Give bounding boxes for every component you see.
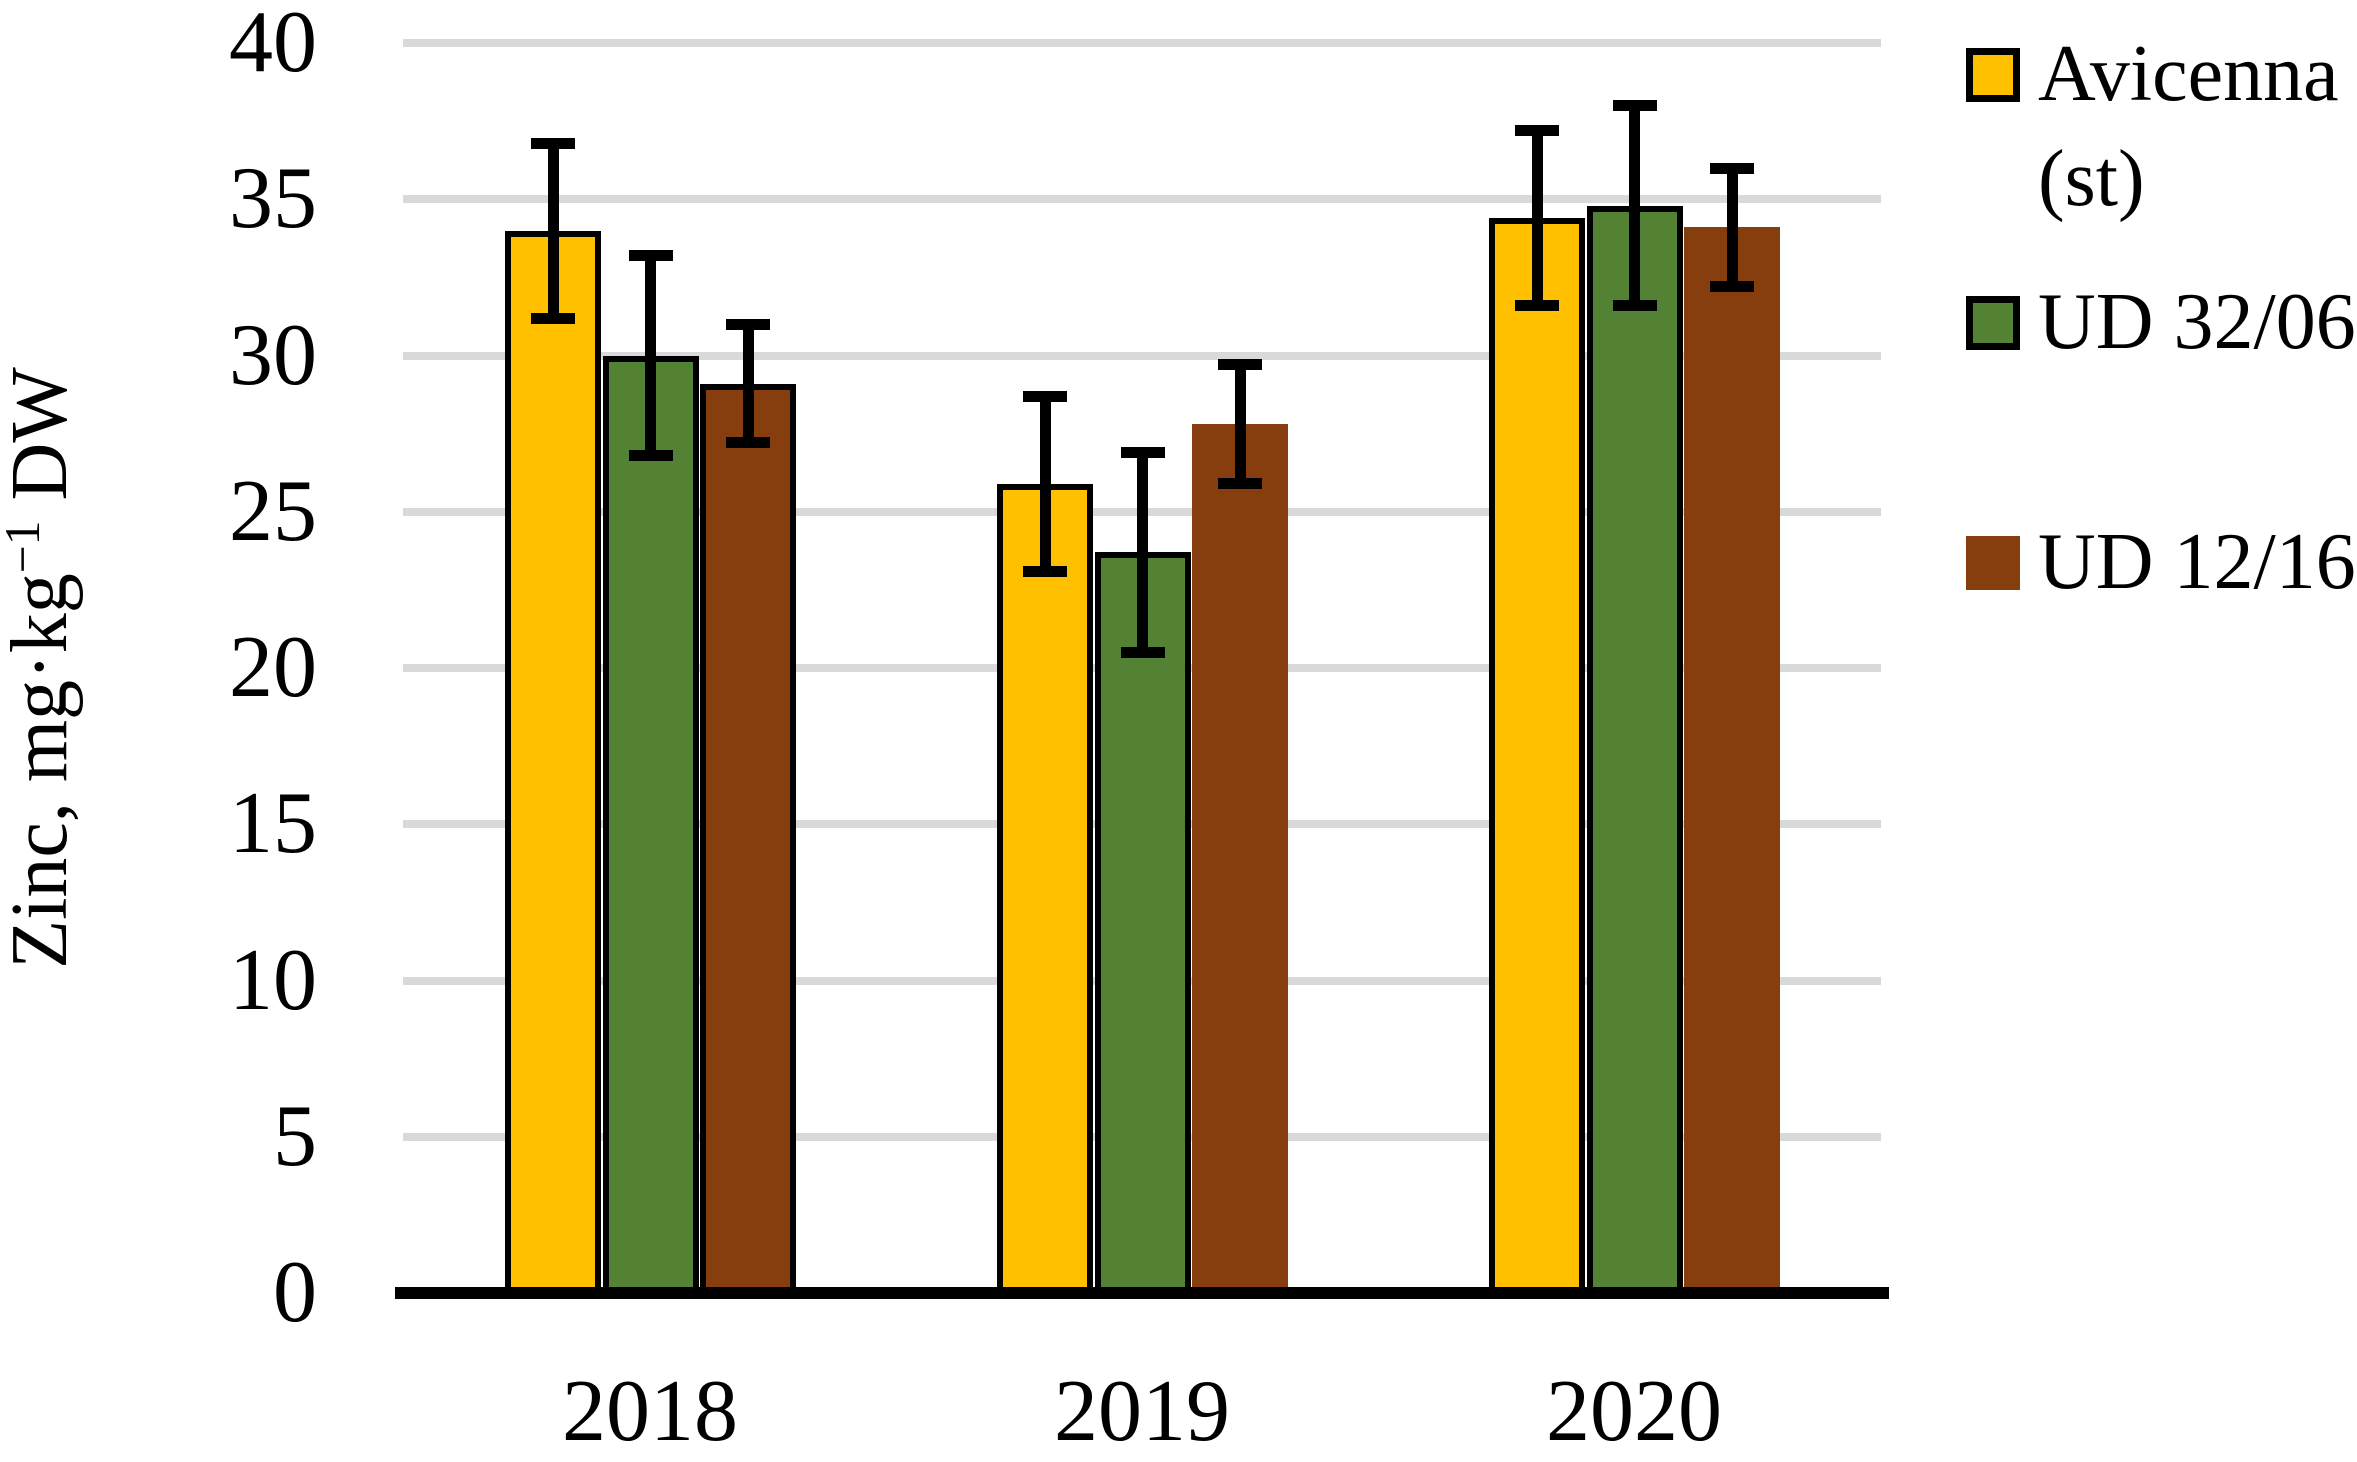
x-category-label-2020: 2020 [1546,1363,1722,1460]
legend-swatch-ud-12-16 [1966,536,2020,590]
x-category-label-2018: 2018 [562,1363,738,1460]
error-bar-top-cap-avicenna-st-2019 [1023,391,1067,402]
y-tick-label-20: 20 [229,619,317,716]
error-bar-line-ud-32-06-2020 [1629,106,1640,306]
bar-avicenna-st-2019 [997,484,1093,1293]
bar-avicenna-st-2020 [1489,218,1585,1293]
legend-label-ud-32-06: UD 32/06 [2038,278,2356,366]
gridline-y30 [403,351,1881,360]
x-category-label-2019: 2019 [1054,1363,1230,1460]
y-axis-title-superscript: −1 [0,520,50,574]
error-bar-line-ud-32-06-2019 [1137,452,1148,652]
y-tick-label-10: 10 [229,932,317,1029]
bar-ud-12-16-2020 [1684,227,1780,1293]
legend-swatch-avicenna-st [1966,48,2020,102]
error-bar-top-cap-ud-32-06-2020 [1613,100,1657,111]
error-bar-bottom-cap-avicenna-st-2020 [1515,300,1559,311]
gridline-y35 [403,195,1881,204]
y-tick-label-35: 35 [229,150,317,247]
legend-label-ud-12-16: UD 12/16 [2038,518,2356,606]
error-bar-bottom-cap-avicenna-st-2018 [531,313,575,324]
error-bar-top-cap-ud-32-06-2019 [1121,447,1165,458]
error-bar-line-ud-12-16-2018 [743,324,754,443]
error-bar-top-cap-avicenna-st-2020 [1515,125,1559,136]
error-bar-line-ud-12-16-2020 [1727,168,1738,287]
error-bar-top-cap-avicenna-st-2018 [531,138,575,149]
error-bar-top-cap-ud-12-16-2018 [726,319,770,330]
y-tick-label-5: 5 [273,1088,317,1185]
bar-avicenna-st-2018 [505,231,601,1294]
error-bar-bottom-cap-ud-32-06-2019 [1121,647,1165,658]
error-bar-top-cap-ud-12-16-2019 [1218,359,1262,370]
error-bar-bottom-cap-ud-32-06-2020 [1613,300,1657,311]
bar-ud-32-06-2020 [1587,206,1683,1294]
error-bar-bottom-cap-ud-32-06-2018 [629,450,673,461]
error-bar-bottom-cap-ud-12-16-2018 [726,437,770,448]
y-tick-label-25: 25 [229,463,317,560]
error-bar-top-cap-ud-12-16-2020 [1710,163,1754,174]
gridline-y40 [403,39,1881,47]
bar-ud-12-16-2018 [700,384,796,1293]
y-axis-title-suffix: DW [0,367,84,521]
bar-ud-32-06-2019 [1095,552,1191,1293]
legend-swatch-ud-32-06 [1966,296,2020,350]
legend-label-avicenna-st: Avicenna (st) [2038,30,2339,223]
y-tick-label-0: 0 [273,1244,317,1341]
y-tick-label-30: 30 [229,307,317,404]
error-bar-line-ud-32-06-2018 [645,256,656,456]
y-tick-label-40: 40 [229,0,317,91]
bar-ud-12-16-2019 [1192,424,1288,1293]
x-axis-line [395,1287,1889,1299]
error-bar-bottom-cap-ud-12-16-2019 [1218,478,1262,489]
y-axis-title: Zinc, mg·kg−1 DW [0,233,90,1103]
error-bar-line-avicenna-st-2018 [548,143,559,318]
error-bar-top-cap-ud-32-06-2018 [629,250,673,261]
error-bar-line-avicenna-st-2020 [1532,131,1543,306]
y-tick-label-15: 15 [229,775,317,872]
bar-ud-32-06-2018 [603,356,699,1294]
error-bar-line-ud-12-16-2019 [1235,365,1246,484]
error-bar-bottom-cap-ud-12-16-2020 [1710,281,1754,292]
error-bar-bottom-cap-avicenna-st-2019 [1023,566,1067,577]
error-bar-line-avicenna-st-2019 [1040,396,1051,571]
y-axis-title-prefix: Zinc, mg·kg [0,573,84,969]
